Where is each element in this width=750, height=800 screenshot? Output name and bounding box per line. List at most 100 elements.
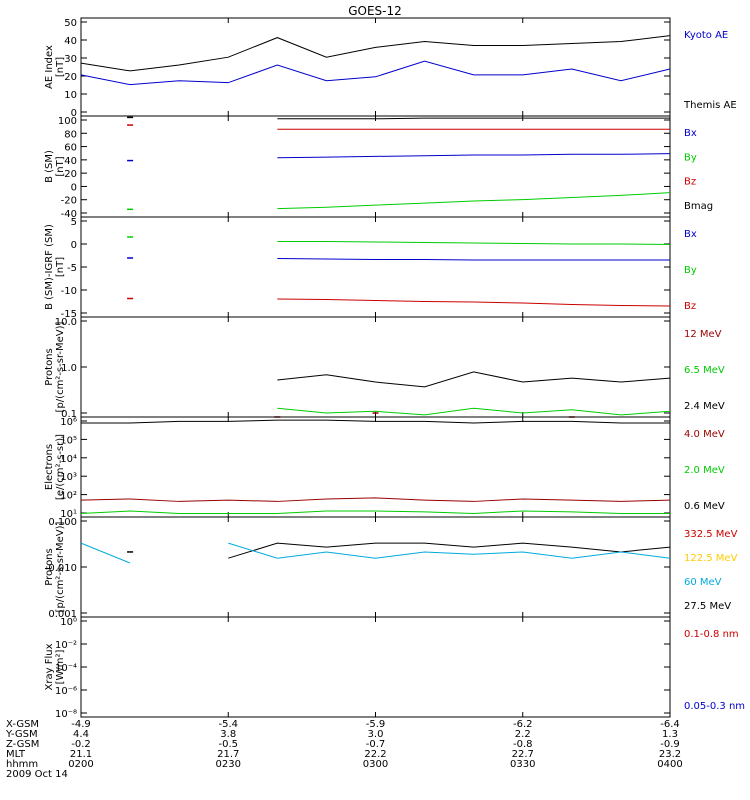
y-label-line: [p/(cm²-s-sr-MeV)] <box>55 521 66 612</box>
y-axis-label: Protons [p/(cm²-s-sr-MeV)] <box>44 521 66 612</box>
y-tick-label: 10⁰ <box>60 617 77 628</box>
series-line <box>80 497 671 502</box>
axis-value: 3.8 <box>220 729 236 740</box>
legend-entry: 0.05-0.3 nm <box>684 701 745 712</box>
y-tick-label: 0.010 <box>48 563 77 574</box>
axis-value: 0230 <box>216 759 241 770</box>
panel-frame <box>80 416 671 518</box>
y-tick-label: 20 <box>64 169 77 180</box>
row-label: Z-GSM <box>6 739 39 750</box>
legend-entry: 4.0 MeV <box>684 429 725 440</box>
y-tick-label: 10⁵ <box>60 435 77 446</box>
legend-entry: 2.4 MeV <box>684 401 725 412</box>
series-line <box>80 60 671 86</box>
legend-entry: By <box>684 152 697 163</box>
axis-value: 21.7 <box>217 749 239 760</box>
axis-value: 2.2 <box>515 729 531 740</box>
panel-frame <box>80 316 671 418</box>
legend-entry: 332.5 MeV <box>684 529 738 540</box>
axis-value: -4.9 <box>71 719 91 730</box>
y-tick-label: 40 <box>64 156 77 167</box>
legend-entry: 6.5 MeV <box>684 365 725 376</box>
series-line <box>81 419 670 424</box>
y-label-line: [nT] <box>55 257 66 277</box>
y-label-line: [W/m²] <box>55 649 66 684</box>
y-tick-label: 40 <box>64 36 77 47</box>
panel-3: -15 -10 -5 0 5 B (SM)-IGRF (SM) [nT] Bx By Bz <box>44 216 697 320</box>
series-line <box>80 35 671 72</box>
y-tick-label: 20 <box>64 72 77 83</box>
series-line <box>277 407 671 416</box>
panel-1: 0 10 20 30 40 50 AE Index [nT] Kyoto AE Themis AE <box>44 17 737 119</box>
axis-value: -0.8 <box>513 739 533 750</box>
y-tick-label: 50 <box>64 18 77 29</box>
y-label-line: Xray Flux <box>44 643 55 690</box>
y-axis-label: B (SM)-IGRF (SM) [nT] <box>44 224 66 310</box>
series-line <box>277 117 670 120</box>
legend-entry: 27.5 MeV <box>684 601 731 612</box>
y-label-line: B (SM)-IGRF (SM) <box>44 224 55 310</box>
y-tick-label: 1.0 <box>61 363 77 374</box>
y-tick-label: 10⁴ <box>60 454 77 465</box>
row-label: X-GSM <box>6 719 39 730</box>
y-label-line: [e/(cm²-s-sr)] <box>55 434 66 500</box>
panel-4: 0.1 1.0 10.0 Protons [p/(cm²-s-sr-MeV)] 12 Me… <box>44 316 725 420</box>
legend-entry: By <box>684 265 697 276</box>
axis-value: 0200 <box>68 759 93 770</box>
axis-value: 3.0 <box>368 729 384 740</box>
y-axis-label: B (SM) [nT] <box>44 150 66 183</box>
series-line <box>80 510 670 514</box>
y-tick-label: 10.0 <box>55 317 77 328</box>
axis-value: -5.9 <box>366 719 386 730</box>
axis-value: 21.1 <box>70 749 92 760</box>
y-label-line: AE Index <box>44 45 55 89</box>
panel-frame <box>80 516 671 618</box>
y-tick-label: 10⁻⁴ <box>55 663 77 674</box>
y-tick-label: 0.001 <box>48 609 77 620</box>
legend-entry: Bz <box>684 177 696 188</box>
y-tick-label: 10⁶ <box>60 417 77 428</box>
y-label-line: Electrons <box>44 444 55 490</box>
y-tick-label: 10⁻² <box>55 640 77 651</box>
legend-entry: 12 MeV <box>684 329 722 340</box>
y-tick-label: 0 <box>71 240 77 251</box>
row-label: Y-GSM <box>5 729 38 740</box>
panel-frame <box>80 17 671 117</box>
axis-value: 0300 <box>363 759 388 770</box>
y-label-line: [nT] <box>55 57 66 77</box>
series-line <box>228 542 671 559</box>
y-tick-label: 10¹ <box>60 509 77 520</box>
axis-value: 22.2 <box>364 749 386 760</box>
date-label: 2009 Oct 14 <box>6 769 68 780</box>
axis-value: 0330 <box>510 759 535 770</box>
y-tick-label: -40 <box>61 209 77 220</box>
y-tick-label: 10⁻⁸ <box>55 709 77 720</box>
y-label-line: Protons <box>44 548 55 585</box>
y-tick-label: 0.1 <box>61 409 77 420</box>
legend-entry: 0.6 MeV <box>684 501 725 512</box>
y-label-line: B (SM) <box>44 150 55 183</box>
series-line <box>80 542 131 564</box>
axis-value: -6.4 <box>660 719 680 730</box>
x-axis-info: X-GSM -4.9 -5.4 -5.9 -6.2 -6.4 Y-GSM 4.4 3.8 3.0 2… <box>5 719 683 780</box>
axis-value: 4.4 <box>73 729 89 740</box>
y-tick-label: 10⁻⁶ <box>55 686 77 697</box>
row-label: hhmm <box>6 759 38 770</box>
y-tick-label: 100 <box>58 116 77 127</box>
legend-entry: 122.5 MeV <box>684 553 738 564</box>
y-tick-label: -5 <box>67 263 77 274</box>
axis-value: -5.4 <box>218 719 238 730</box>
y-tick-label: 0 <box>71 182 77 193</box>
y-tick-label: 0.100 <box>48 517 77 528</box>
y-tick-label: 0 <box>71 108 77 119</box>
y-tick-label: 10³ <box>60 472 77 483</box>
y-tick-label: 10 <box>64 90 77 101</box>
y-label-line: [p/(cm²-s-sr-MeV)] <box>55 321 66 412</box>
y-label-line: Protons <box>44 348 55 385</box>
axis-value: -0.7 <box>366 739 386 750</box>
panel-5: 10¹ 10² 10³ 10⁴ 10⁵ 10⁶ Electrons [e/(cm²-s-sr)… <box>44 416 725 520</box>
row-label: MLT <box>6 749 26 760</box>
y-tick-label: -10 <box>61 286 77 297</box>
axis-value: 22.7 <box>512 749 534 760</box>
